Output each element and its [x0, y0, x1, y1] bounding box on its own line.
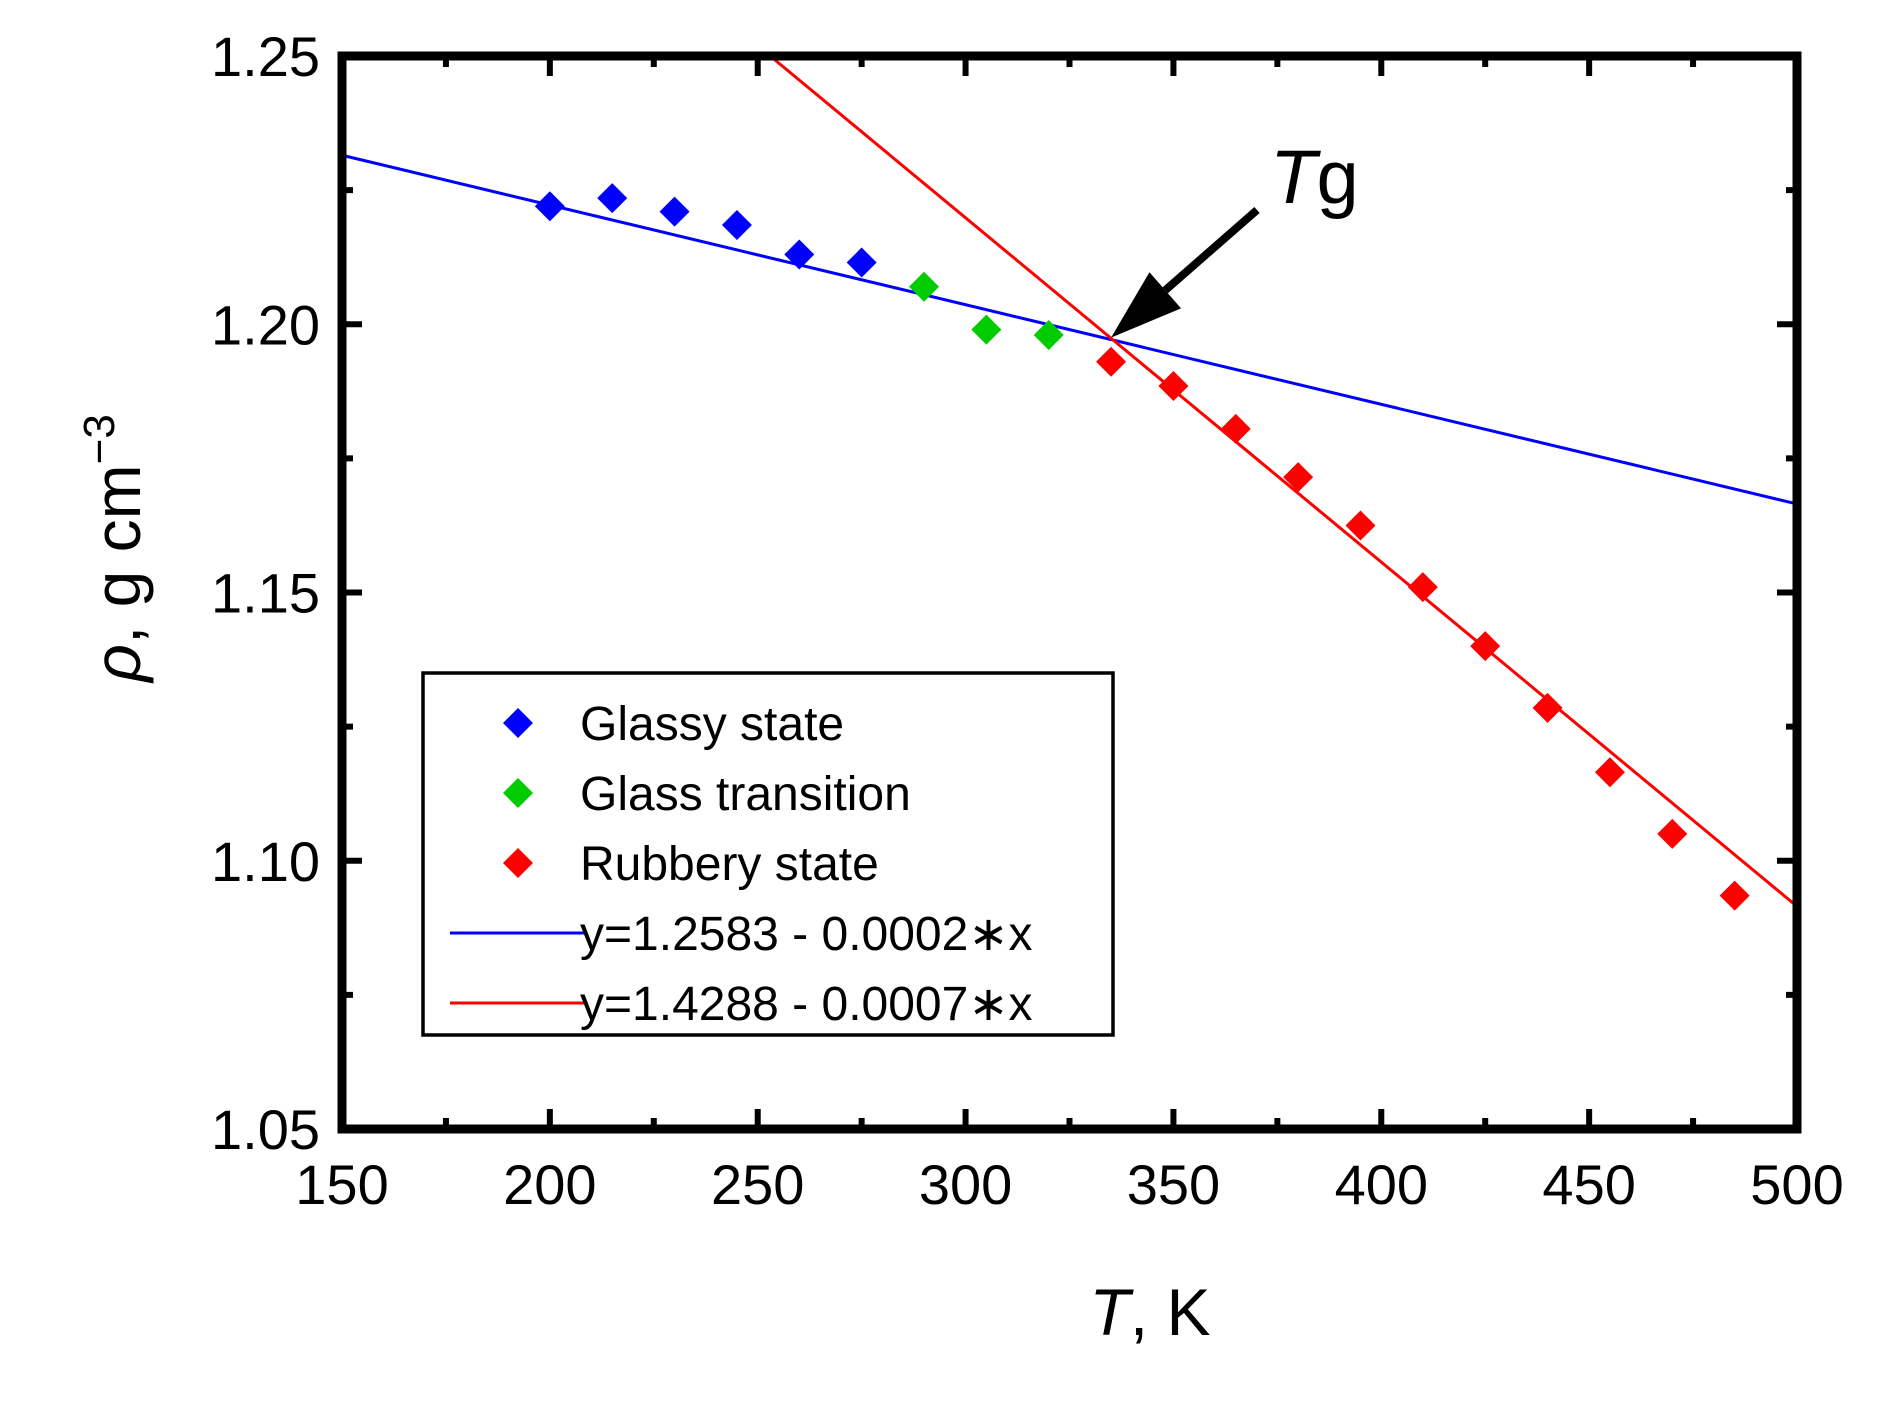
data-point — [1532, 692, 1563, 723]
data-point — [1345, 510, 1376, 541]
x-tick-label: 250 — [711, 1153, 804, 1216]
tg-arrow — [1162, 206, 1260, 294]
tg-label-rest: g — [1316, 135, 1358, 220]
legend-label: y=1.4288 - 0.0007∗x — [580, 978, 1033, 1031]
legend-label: y=1.2583 - 0.0002∗x — [580, 908, 1033, 961]
x-tick-label: 450 — [1542, 1153, 1635, 1216]
data-point — [1158, 370, 1189, 401]
y-axis-var: ρ — [80, 644, 154, 684]
data-point — [1657, 818, 1688, 849]
x-tick-label: 500 — [1750, 1153, 1843, 1216]
data-point — [1719, 880, 1750, 911]
data-point — [659, 196, 690, 227]
data-point — [1594, 757, 1625, 788]
data-point — [846, 247, 877, 278]
legend-label: Rubbery state — [580, 838, 879, 891]
x-tick-label: 350 — [1127, 1153, 1220, 1216]
fit-line-4 — [769, 54, 1798, 908]
data-point — [597, 183, 628, 214]
data-points-layer — [534, 183, 1750, 911]
y-tick-label: 1.10 — [211, 830, 320, 893]
x-axis-var: T — [1089, 1275, 1134, 1349]
plot-frame — [337, 51, 1802, 1134]
x-tick-label: 300 — [919, 1153, 1012, 1216]
data-point — [1407, 572, 1438, 603]
data-point — [534, 191, 565, 222]
data-point — [1096, 346, 1127, 377]
y-tick-label: 1.05 — [211, 1098, 320, 1161]
data-point — [784, 239, 815, 270]
legend-box — [421, 671, 1115, 1037]
legend-label: Glass transition — [580, 768, 911, 821]
y-tick-label: 1.15 — [211, 562, 320, 625]
data-point — [1470, 631, 1501, 662]
legend-marker-swatch — [503, 848, 533, 878]
y-tick-label: 1.20 — [211, 293, 320, 356]
x-tick-label: 400 — [1335, 1153, 1428, 1216]
tick-labels-layer: 150 200 250 300 350 400 450 500 1.05 1.10 1.15 1.20… — [211, 25, 1844, 1216]
x-axis-title: T, K — [1089, 1275, 1210, 1349]
x-axis-unit: , K — [1130, 1275, 1211, 1349]
data-point — [1220, 413, 1251, 444]
tg-label: Tg — [1270, 135, 1359, 220]
data-point — [1283, 462, 1314, 493]
tg-label-var: T — [1270, 135, 1321, 220]
data-point — [1033, 319, 1064, 350]
legend-marker-swatch — [503, 708, 533, 738]
data-point — [909, 271, 939, 302]
y-axis-title: ρ, g cm−3 — [75, 414, 154, 684]
x-tick-label: 200 — [503, 1153, 596, 1216]
data-point — [971, 314, 1002, 345]
tg-arrow-head — [1111, 272, 1182, 338]
y-axis-unit: , g cm — [80, 464, 154, 644]
fit-line-3 — [341, 153, 1798, 506]
fit-lines-layer — [341, 54, 1798, 908]
data-point — [721, 209, 752, 240]
x-tick-label: 150 — [295, 1153, 388, 1216]
y-axis-unit-exponent: −3 — [75, 414, 124, 464]
y-tick-label: 1.25 — [211, 25, 320, 88]
legend-label: Glassy state — [580, 698, 844, 751]
tg-annotation: Tg — [1111, 135, 1359, 338]
legend: Glassy state Glass transition Rubbery stat… — [421, 671, 1115, 1037]
legend-marker-swatch — [503, 778, 533, 808]
